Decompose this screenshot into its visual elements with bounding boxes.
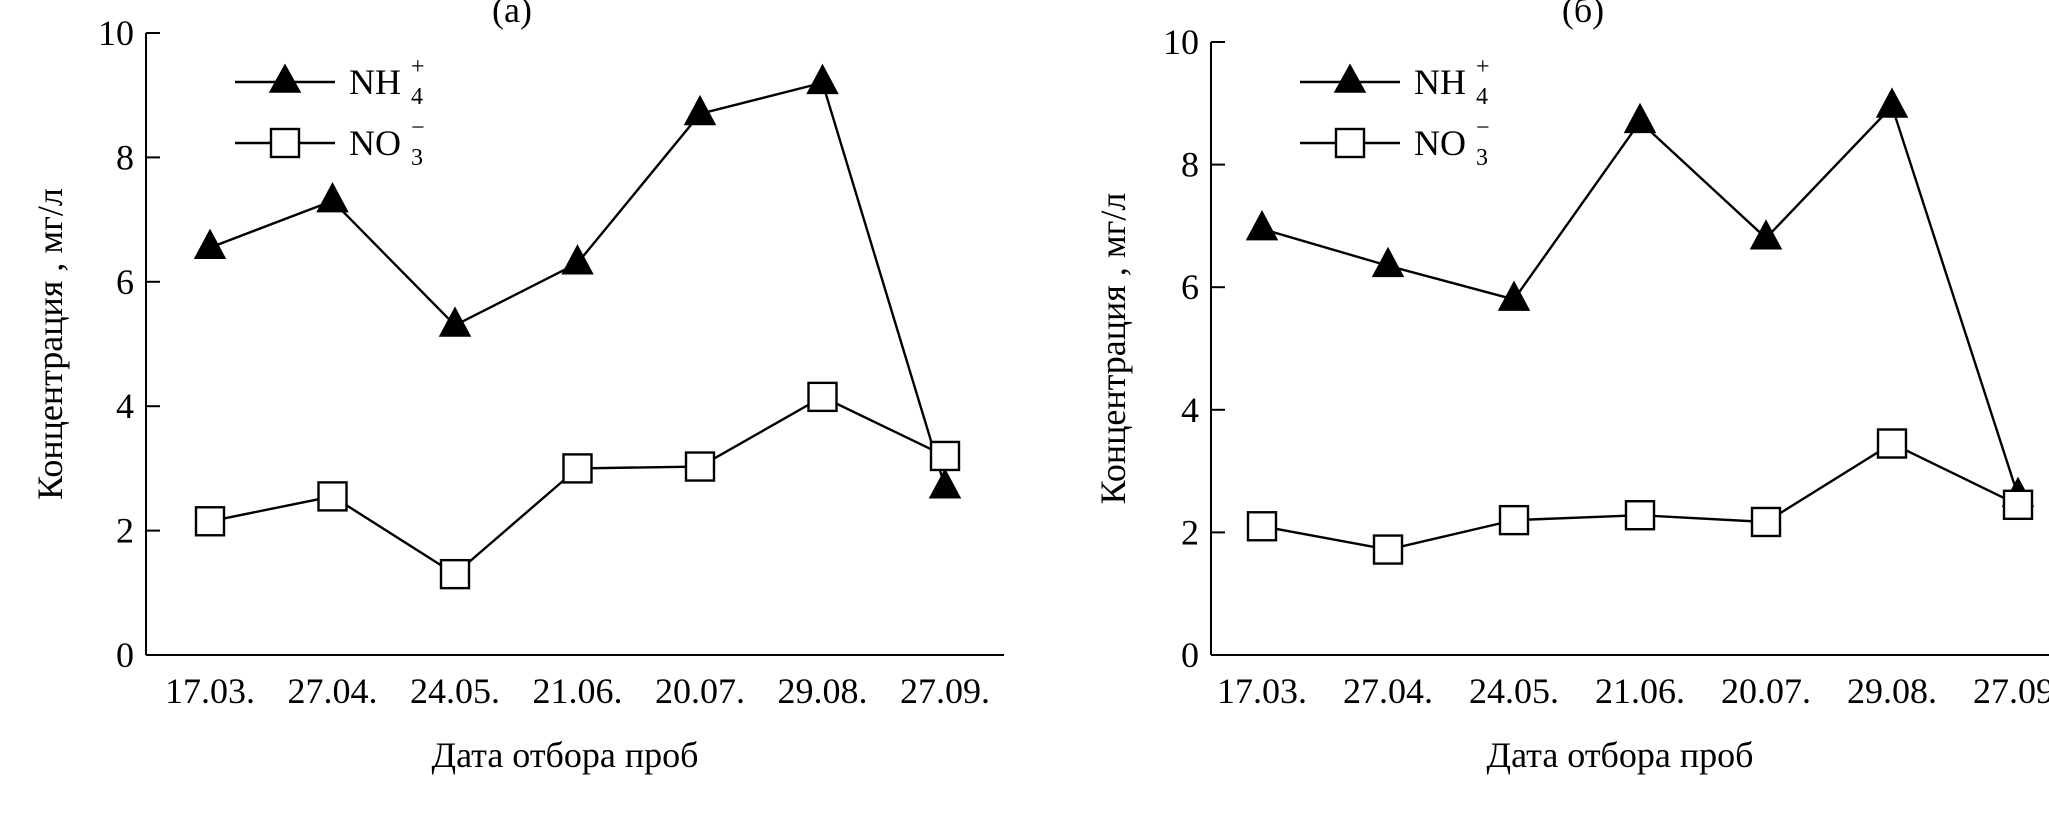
nh4-point — [1875, 87, 1909, 118]
y-tick-label: 2 — [1181, 512, 1199, 552]
nh4-point — [1245, 210, 1279, 241]
no3-point — [929, 440, 961, 472]
legend-label: NO 3 − — [1414, 115, 1490, 171]
legend-label-base: NH — [1414, 62, 1466, 102]
no3-point — [1498, 504, 1530, 536]
chart-panel-b: (б) 0 2 4 6 8 10 17.03. 27.04. 24.05. 21.06. 20.07.… — [1093, 0, 2049, 775]
y-axis-label: Концентрация , мг/л — [30, 188, 70, 500]
x-tick-label: 29.08. — [1847, 671, 1937, 711]
legend-label-base: NO — [1414, 123, 1466, 163]
y-tick-label: 0 — [116, 635, 134, 675]
legend-label-superscript: − — [411, 115, 425, 141]
nh4-point — [806, 63, 839, 95]
nh4-point — [1623, 102, 1657, 134]
nh4-point — [316, 181, 349, 213]
y-tick-label: 4 — [116, 386, 134, 426]
nh4-point — [1371, 246, 1405, 278]
x-tick-label: 20.07. — [1721, 671, 1811, 711]
x-tick-label: 27.04. — [288, 671, 378, 711]
legend-label-subscript: 4 — [411, 84, 423, 110]
x-axis-label: Дата отбора проб — [1487, 735, 1754, 775]
x-tick-label: 20.07. — [655, 671, 745, 711]
y-tick-label: 8 — [1181, 145, 1199, 185]
no3-point — [1246, 511, 1278, 542]
legend-label-superscript: + — [1476, 54, 1490, 80]
legend-square-icon — [1334, 127, 1366, 159]
x-tick-label: 17.03. — [1217, 671, 1307, 711]
legend-label-subscript: 4 — [1476, 84, 1488, 110]
y-tick-label: 6 — [116, 262, 134, 302]
legend-square-icon — [269, 127, 301, 159]
x-tick-label: 27.09. — [900, 671, 990, 711]
nh4-point — [1497, 280, 1531, 311]
nh4-point — [928, 468, 962, 499]
no3-point — [1372, 534, 1404, 565]
y-tick-label: 8 — [116, 137, 134, 177]
y-axis-label: Концентрация , мг/л — [1093, 193, 1133, 505]
nh4-point — [683, 94, 717, 126]
x-tick-label: 27.04. — [1343, 671, 1433, 711]
legend-triangle-icon — [268, 63, 302, 93]
no3-point — [439, 558, 471, 590]
x-tick-label: 29.08. — [778, 671, 868, 711]
chart-panel-a: (а) 0 2 4 6 8 10 17.03. 27.04. 24.05. 21.06. 20.07.… — [30, 0, 1004, 775]
no3-point — [1624, 500, 1656, 531]
legend-label: NO 3 − — [349, 115, 425, 171]
y-tick-label: 6 — [1181, 267, 1199, 307]
no3-point — [684, 451, 716, 482]
nh4-point — [1749, 219, 1783, 250]
y-tick-label: 0 — [1181, 635, 1199, 675]
legend-label-base: NH — [349, 62, 401, 102]
y-tick-label: 10 — [1163, 22, 1199, 62]
no3-point — [2002, 489, 2034, 521]
x-axis-label: Дата отбора проб — [432, 735, 699, 775]
legend-label: NH 4 + — [1414, 54, 1490, 110]
legend-label-subscript: 3 — [1476, 145, 1488, 171]
no3-point — [1750, 506, 1782, 538]
y-tick-label: 4 — [1181, 390, 1199, 430]
legend-label-subscript: 3 — [411, 145, 423, 171]
x-tick-label: 27.09. — [1973, 671, 2049, 711]
nh4-point — [193, 228, 227, 259]
y-tick-label: 10 — [98, 13, 134, 53]
nh4-point — [561, 244, 594, 275]
no3-point — [562, 453, 593, 484]
nh4-point — [438, 306, 472, 337]
legend-label: NH 4 + — [349, 54, 425, 110]
legend-label-superscript: + — [411, 54, 425, 80]
panel-label: (б) — [1562, 0, 1604, 30]
no3-point — [194, 506, 226, 537]
y-tick-label: 2 — [116, 511, 134, 551]
panel-label: (а) — [492, 0, 532, 30]
series-line-no3 — [1261, 442, 2019, 551]
no3-point — [1876, 428, 1908, 459]
x-tick-label: 17.03. — [165, 671, 255, 711]
no3-point — [807, 381, 838, 413]
legend-triangle-icon — [1333, 63, 1367, 93]
x-tick-label: 24.05. — [1469, 671, 1559, 711]
x-tick-label: 21.06. — [533, 671, 623, 711]
x-tick-label: 21.06. — [1595, 671, 1685, 711]
no3-point — [317, 481, 348, 512]
legend-label-base: NO — [349, 123, 401, 163]
legend-label-superscript: − — [1476, 115, 1490, 141]
x-tick-label: 24.05. — [410, 671, 500, 711]
